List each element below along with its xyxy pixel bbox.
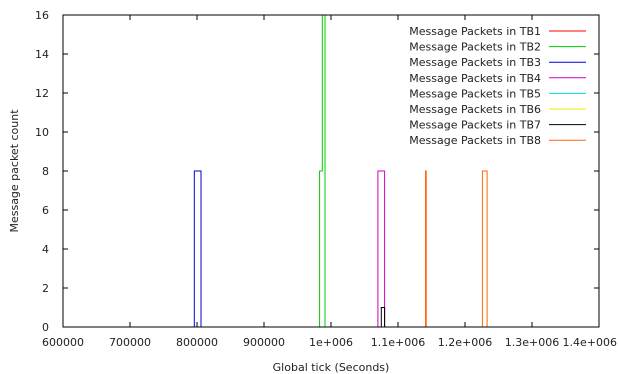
series-line-tb8 — [103, 170, 544, 328]
y-tick-label: 6 — [42, 204, 49, 217]
legend: Message Packets in TB1 Message Packets in… — [409, 25, 586, 147]
y-tick-labels: 0 2 4 6 8 10 12 14 16 — [35, 9, 49, 334]
legend-item-tb5: Message Packets in TB5 — [409, 87, 586, 100]
legend-item-tb7: Message Packets in TB7 — [409, 119, 586, 132]
y-tick-label: 0 — [42, 321, 49, 334]
legend-label: Message Packets in TB8 — [409, 134, 541, 147]
axis-ticks — [62, 14, 600, 328]
legend-label: Message Packets in TB7 — [409, 119, 541, 132]
legend-item-tb4: Message Packets in TB4 — [409, 72, 586, 85]
x-tick-labels: 600000 700000 800000 900000 1e+006 1.1e+006 1.… — [42, 336, 617, 349]
x-tick-label: 900000 — [243, 336, 285, 349]
series-line-tb2 — [103, 14, 544, 328]
x-tick-label: 1e+006 — [309, 336, 353, 349]
legend-label: Message Packets in TB5 — [409, 87, 541, 100]
x-tick-label: 600000 — [42, 336, 84, 349]
x-tick-label: 1.1e+006 — [371, 336, 425, 349]
y-tick-label: 16 — [35, 9, 49, 22]
legend-label: Message Packets in TB3 — [409, 56, 541, 69]
legend-item-tb3: Message Packets in TB3 — [409, 56, 586, 69]
y-tick-label: 10 — [35, 126, 49, 139]
x-tick-label: 1.4e+006 — [563, 336, 617, 349]
y-tick-label: 14 — [35, 48, 49, 61]
y-tick-label: 12 — [35, 87, 49, 100]
x-tick-label: 700000 — [109, 336, 151, 349]
series-line-tb4 — [103, 170, 544, 328]
series-line-tb7 — [103, 307, 544, 328]
y-tick-label: 4 — [42, 243, 49, 256]
series-line-tb1 — [103, 170, 544, 328]
x-axis-label: Global tick (Seconds) — [273, 361, 390, 374]
y-tick-label: 2 — [42, 282, 49, 295]
legend-label: Message Packets in TB6 — [409, 103, 541, 116]
legend-item-tb8: Message Packets in TB8 — [409, 134, 586, 147]
legend-item-tb2: Message Packets in TB2 — [409, 41, 586, 54]
legend-item-tb6: Message Packets in TB6 — [409, 103, 586, 116]
legend-label: Message Packets in TB1 — [409, 25, 541, 38]
y-axis-label: Message packet count — [8, 109, 21, 233]
series-line-tb3 — [103, 170, 544, 328]
x-tick-label: 1.2e+006 — [438, 336, 492, 349]
legend-label: Message Packets in TB4 — [409, 72, 541, 85]
legend-item-tb1: Message Packets in TB1 — [409, 25, 586, 38]
x-tick-label: 800000 — [176, 336, 218, 349]
y-tick-label: 8 — [42, 165, 49, 178]
legend-label: Message Packets in TB2 — [409, 41, 541, 54]
x-tick-label: 1.3e+006 — [505, 336, 559, 349]
